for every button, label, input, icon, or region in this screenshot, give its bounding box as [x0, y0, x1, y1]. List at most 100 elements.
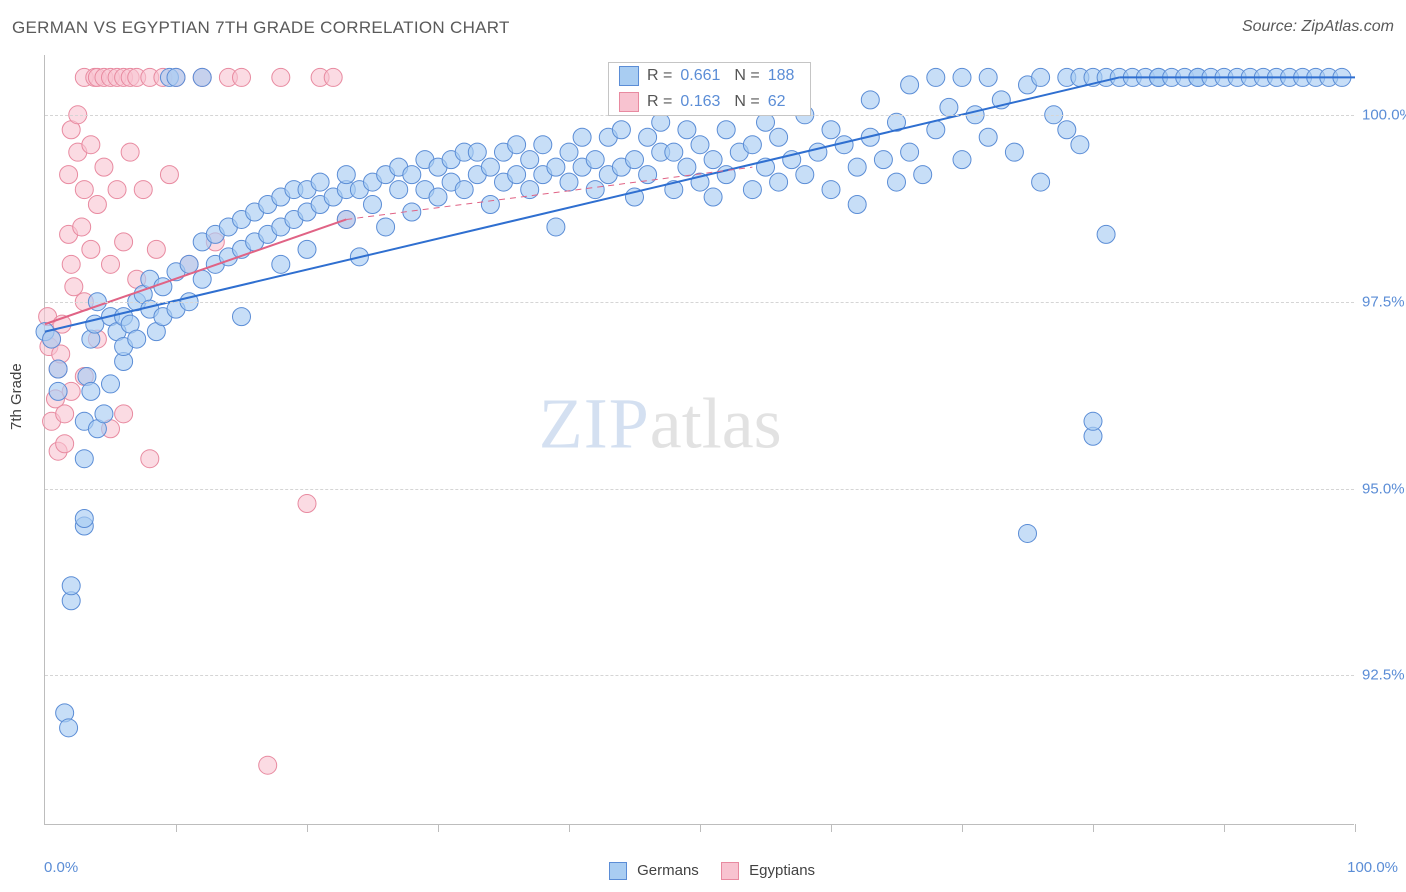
egyptians-point: [147, 240, 165, 258]
germans-point: [848, 158, 866, 176]
stats-r-value: 0.163: [680, 93, 726, 111]
x-tick: [569, 824, 570, 832]
germans-point: [62, 577, 80, 595]
x-tick: [1093, 824, 1094, 832]
source-credit: Source: ZipAtlas.com: [1242, 18, 1394, 36]
germans-point: [560, 143, 578, 161]
germans-point: [403, 166, 421, 184]
germans-point: [337, 166, 355, 184]
stats-n-value: 62: [768, 93, 800, 111]
y-tick-label: 92.5%: [1362, 667, 1406, 684]
x-tick: [1224, 824, 1225, 832]
germans-point: [364, 196, 382, 214]
bottom-legend: Germans Egyptians: [0, 862, 1406, 880]
germans-point: [927, 68, 945, 86]
stats-legend-box: R = 0.661 N = 188 R = 0.163 N = 62: [608, 62, 811, 116]
chart-title: GERMAN VS EGYPTIAN 7TH GRADE CORRELATION…: [12, 18, 510, 37]
germans-point: [1071, 136, 1089, 154]
egyptians-point: [95, 158, 113, 176]
stats-n-value: 188: [768, 67, 800, 85]
germans-point: [1019, 524, 1037, 542]
stats-n-label: N =: [734, 93, 759, 111]
gridline-h: [45, 489, 1354, 490]
germans-point: [770, 173, 788, 191]
egyptians-point: [141, 450, 159, 468]
germans-point: [272, 255, 290, 273]
germans-point: [848, 196, 866, 214]
germans-point: [481, 158, 499, 176]
x-tick: [438, 824, 439, 832]
egyptians-point: [65, 278, 83, 296]
germans-point: [809, 143, 827, 161]
germans-point: [377, 218, 395, 236]
germans-point: [914, 166, 932, 184]
x-tick: [700, 824, 701, 832]
egyptians-point: [134, 181, 152, 199]
x-tick: [831, 824, 832, 832]
germans-point: [704, 188, 722, 206]
germans-point: [665, 143, 683, 161]
stats-r-label: R =: [647, 67, 672, 85]
y-tick-label: 100.0%: [1362, 106, 1406, 123]
egyptians-point: [115, 233, 133, 251]
gridline-h: [45, 302, 1354, 303]
germans-point: [390, 181, 408, 199]
germans-point: [639, 166, 657, 184]
egyptians-point: [73, 218, 91, 236]
germans-point: [298, 240, 316, 258]
stats-n-label: N =: [734, 67, 759, 85]
germans-point: [1058, 121, 1076, 139]
germans-point: [743, 181, 761, 199]
chart-svg: [45, 55, 1354, 824]
germans-point: [678, 158, 696, 176]
y-axis-label: 7th Grade: [8, 363, 25, 430]
stats-row-germans: R = 0.661 N = 188: [609, 63, 810, 89]
egyptians-point: [60, 166, 78, 184]
germans-point: [49, 382, 67, 400]
stats-row-egyptians: R = 0.163 N = 62: [609, 89, 810, 115]
stats-r-value: 0.661: [680, 67, 726, 85]
stats-swatch-egyptians: [619, 92, 639, 112]
egyptians-point: [259, 756, 277, 774]
legend-swatch-egyptians: [721, 862, 739, 880]
germans-point: [626, 151, 644, 169]
egyptians-point: [233, 68, 251, 86]
germans-point: [508, 136, 526, 154]
germans-point: [901, 76, 919, 94]
stats-r-label: R =: [647, 93, 672, 111]
germans-point: [704, 151, 722, 169]
x-tick: [1355, 824, 1356, 832]
germans-point: [193, 270, 211, 288]
y-tick-label: 97.5%: [1362, 293, 1406, 310]
egyptians-point: [56, 435, 74, 453]
germans-point: [82, 382, 100, 400]
germans-point: [874, 151, 892, 169]
germans-point: [180, 255, 198, 273]
germans-point: [770, 128, 788, 146]
egyptians-point: [56, 405, 74, 423]
egyptians-point: [75, 181, 93, 199]
egyptians-point: [88, 196, 106, 214]
germans-point: [691, 136, 709, 154]
germans-point: [586, 181, 604, 199]
germans-point: [547, 218, 565, 236]
egyptians-point: [62, 255, 80, 273]
germans-point: [534, 136, 552, 154]
germans-point: [1032, 173, 1050, 191]
germans-point: [888, 173, 906, 191]
germans-point: [979, 68, 997, 86]
germans-point: [612, 121, 630, 139]
germans-point: [822, 121, 840, 139]
germans-point: [822, 181, 840, 199]
germans-point: [128, 330, 146, 348]
germans-point: [193, 68, 211, 86]
germans-point: [521, 181, 539, 199]
germans-point: [49, 360, 67, 378]
germans-point: [547, 158, 565, 176]
egyptians-point: [108, 181, 126, 199]
germans-point: [573, 128, 591, 146]
source-name: ZipAtlas.com: [1302, 18, 1394, 35]
germans-point: [1005, 143, 1023, 161]
egyptians-point: [82, 136, 100, 154]
germans-point: [102, 375, 120, 393]
